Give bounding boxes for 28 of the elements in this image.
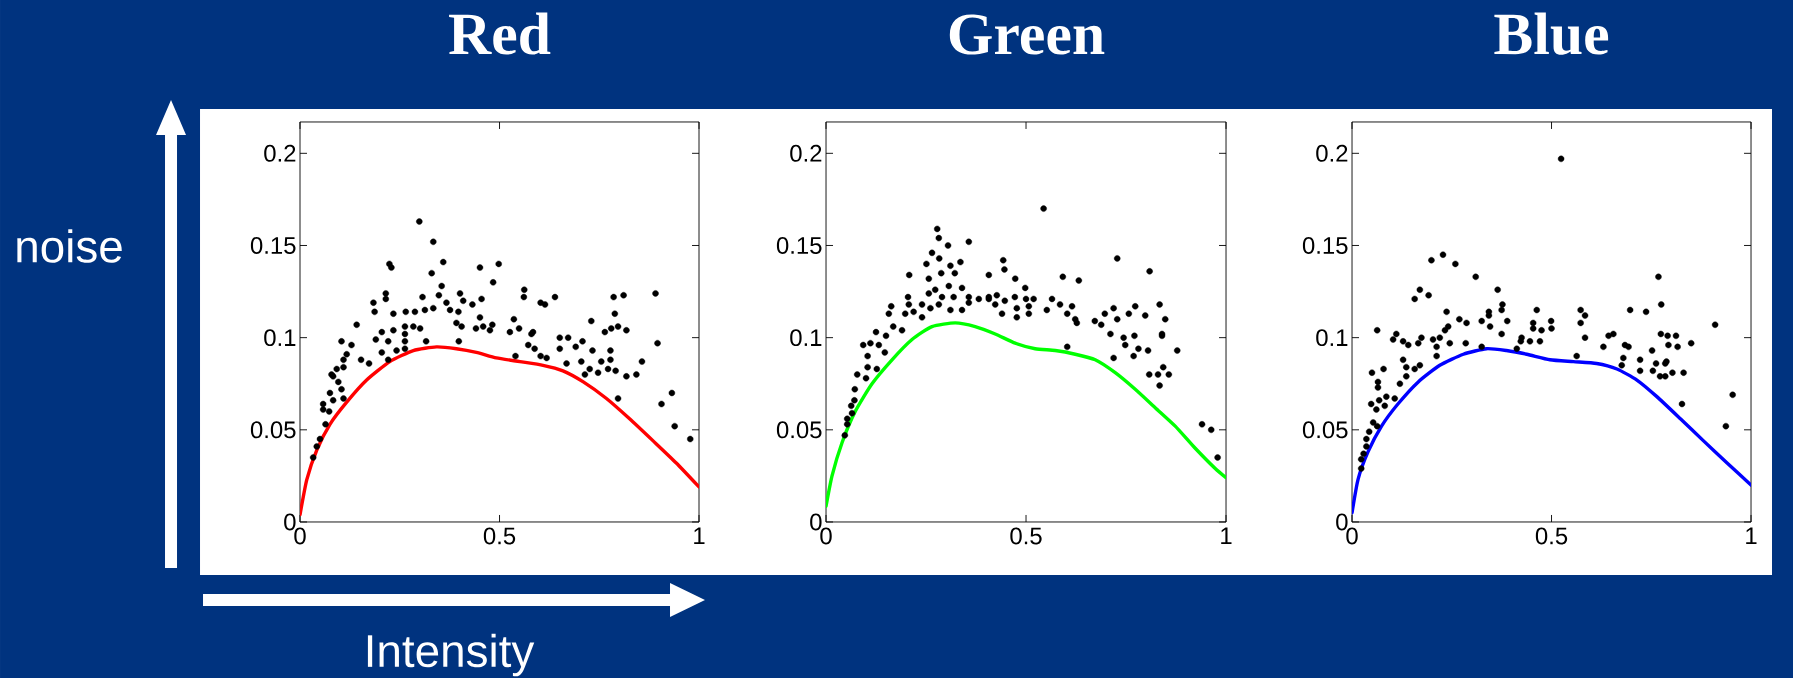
- x-tick-label: 1: [1221, 527, 1232, 544]
- x-tick-label: 0.5: [1010, 527, 1042, 545]
- y-tick-label: 0.2: [790, 144, 822, 162]
- y-tick-label: 0.1: [790, 329, 822, 347]
- y-tick-label: 0.15: [776, 237, 822, 254]
- y-tick-label: 0.1: [264, 329, 296, 347]
- chart-title: Red: [449, 12, 551, 55]
- chart-title: Blue: [1494, 12, 1609, 55]
- y-axis-title: noise: [17, 229, 122, 263]
- y-tick-label: 0.05: [776, 421, 822, 439]
- x-tick-label: 0.5: [483, 527, 516, 545]
- x-tick-label: 1: [694, 527, 705, 544]
- y-tick-label: 0: [810, 513, 822, 531]
- chart-title: Green: [949, 14, 1105, 55]
- y-tick-label: 0.2: [264, 144, 296, 162]
- y-tick-label: 0.2: [1316, 144, 1348, 162]
- x-tick-label: 1: [1746, 527, 1757, 544]
- y-tick-label: 0.05: [250, 421, 296, 439]
- line-series: [826, 321, 1227, 509]
- y-tick-label: 0.15: [250, 237, 296, 254]
- y-tick-label: 0: [1336, 513, 1348, 531]
- y-tick-label: 0.1: [1316, 329, 1348, 347]
- y-tick-label: 0: [284, 513, 296, 531]
- y-tick-label: 0.15: [1302, 237, 1348, 254]
- x-axis-title: Intensity: [367, 633, 535, 677]
- line-series: [300, 345, 700, 517]
- y-tick-label: 0.05: [1302, 421, 1348, 439]
- x-tick-label: 0.5: [1535, 527, 1568, 545]
